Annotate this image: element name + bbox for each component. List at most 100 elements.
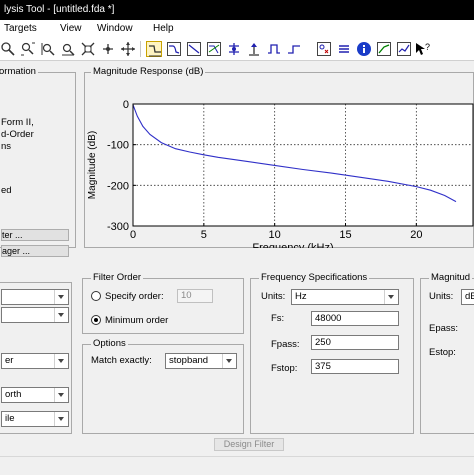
specify-order-input[interactable]: 10 xyxy=(177,289,213,303)
fpass-input[interactable]: 250 xyxy=(311,335,399,350)
fstop-value: 375 xyxy=(315,361,331,372)
filter-specs-icon[interactable] xyxy=(146,41,162,57)
svg-text:?: ? xyxy=(425,42,430,52)
magnitude-units-label: Units: xyxy=(429,291,454,302)
filter-order-panel: Filter Order Specify order: 10 Minimum o… xyxy=(82,272,244,334)
step-response-icon[interactable] xyxy=(286,41,302,57)
zoom-x-icon[interactable] xyxy=(60,41,76,57)
round-off-noise-icon[interactable] xyxy=(396,41,412,57)
response-type-dropdown[interactable] xyxy=(1,289,69,305)
y-tick-label: -200 xyxy=(107,180,129,192)
convert-structure-button[interactable]: ter ... xyxy=(1,229,69,241)
x-tick-label: 0 xyxy=(130,229,136,241)
filter-information-panel: ormation Form II, d-Order ns ed ter ... … xyxy=(0,66,76,257)
match-exactly-dropdown[interactable]: stopband xyxy=(165,353,237,369)
frequency-specifications-panel: Frequency Specifications Units: Hz Fs: 4… xyxy=(250,272,414,434)
design-method-dropdown[interactable] xyxy=(1,307,69,323)
full-view-icon[interactable] xyxy=(80,41,96,57)
magnitude-specifications-panel: Magnitud Units: dB Epass: Estop: xyxy=(420,272,474,434)
menu-view[interactable]: View xyxy=(60,23,82,34)
fs-input[interactable]: 48000 xyxy=(311,311,399,326)
zoom-y-icon[interactable] xyxy=(40,41,56,57)
structure-line-2: d-Order xyxy=(1,129,34,140)
window-dropdown[interactable]: ile xyxy=(1,411,69,427)
filter-info-icon[interactable] xyxy=(356,41,372,57)
epass-label: Epass: xyxy=(429,323,459,334)
menu-window[interactable]: Window xyxy=(97,23,133,34)
whats-this-icon[interactable]: ? xyxy=(414,41,430,57)
y-tick-label: -100 xyxy=(107,140,129,152)
group-delay-icon[interactable] xyxy=(226,41,242,57)
magnitude-specifications-title: Magnitud xyxy=(429,272,473,283)
options-panel: Options Match exactly: stopband xyxy=(82,338,244,434)
impulse-response-icon[interactable] xyxy=(266,41,282,57)
design-algorithm-value: orth xyxy=(5,389,22,400)
source-manager-label: ager ... xyxy=(2,246,31,256)
series-line-0 xyxy=(132,104,457,203)
phase-delay-icon[interactable] xyxy=(246,41,262,57)
specify-order-label: Specify order: xyxy=(105,291,164,302)
magnitude-response-title: Magnitude Response (dB) xyxy=(91,66,206,77)
design-filter-button[interactable]: Design Filter xyxy=(214,438,284,451)
chevron-down-icon xyxy=(54,290,68,304)
window-title: lysis Tool - [untitled.fda *] xyxy=(4,4,115,15)
pan-icon[interactable] xyxy=(120,41,136,57)
magnitude-phase-icon[interactable] xyxy=(206,41,222,57)
status-bar xyxy=(0,456,474,475)
menu-targets[interactable]: Targets xyxy=(4,23,37,34)
fpass-value: 250 xyxy=(315,337,331,348)
match-exactly-value: stopband xyxy=(169,355,209,366)
fs-value: 48000 xyxy=(315,313,342,324)
zoom-in-icon[interactable] xyxy=(0,41,16,57)
pole-zero-icon[interactable] xyxy=(316,41,332,57)
zoom-xy-icon[interactable] xyxy=(20,41,36,57)
toolbar-separator xyxy=(140,41,141,57)
magnitude-estimate-icon[interactable] xyxy=(376,41,392,57)
magnitude-units-value: dB xyxy=(465,291,474,302)
filter-type-dropdown[interactable]: er xyxy=(1,353,69,369)
plot-frame xyxy=(132,103,474,227)
chevron-down-icon xyxy=(54,308,68,322)
minimum-order-radio[interactable] xyxy=(91,315,101,325)
chevron-down-icon xyxy=(54,354,68,368)
fpass-label: Fpass: xyxy=(271,339,300,350)
title-bar: lysis Tool - [untitled.fda *] xyxy=(0,0,474,20)
source-manager-button[interactable]: ager ... xyxy=(1,245,69,257)
specify-order-value: 10 xyxy=(181,290,192,301)
y-axis-label: Magnitude (dB) xyxy=(87,131,98,199)
x-tick-label: 10 xyxy=(269,229,281,241)
y-tick-label: -300 xyxy=(107,221,129,233)
frequency-units-value: Hz xyxy=(295,291,307,302)
response-type-panel: er orth ile xyxy=(0,282,72,434)
chevron-down-icon xyxy=(54,388,68,402)
magnitude-response-icon[interactable] xyxy=(166,41,182,57)
fs-label: Fs: xyxy=(271,313,285,324)
fit-icon[interactable] xyxy=(100,41,116,57)
structure-line-1: Form II, xyxy=(1,117,34,128)
structure-line-3: ns xyxy=(1,141,12,152)
menu-help[interactable]: Help xyxy=(153,23,174,34)
frequency-units-dropdown[interactable]: Hz xyxy=(291,289,399,305)
x-axis-label: Frequency (kHz) xyxy=(252,242,333,248)
filter-coefficients-icon[interactable] xyxy=(336,41,352,57)
filter-type-value: er xyxy=(5,355,14,366)
x-tick-label: 5 xyxy=(201,229,207,241)
frequency-units-label: Units: xyxy=(261,291,286,302)
fstop-input[interactable]: 375 xyxy=(311,359,399,374)
match-exactly-label: Match exactly: xyxy=(91,355,152,366)
chevron-down-icon xyxy=(222,354,236,368)
frequency-specifications-title: Frequency Specifications xyxy=(259,272,370,283)
phase-response-icon[interactable] xyxy=(186,41,202,57)
x-tick-label: 15 xyxy=(339,229,351,241)
filter-order-title: Filter Order xyxy=(91,272,144,283)
stable-line: ed xyxy=(1,185,12,196)
plot-background xyxy=(133,104,473,226)
toolbar: ? xyxy=(0,38,474,61)
magnitude-response-chart[interactable]: 0 5 10 15 20 0 -100 -200 -300 Frequency (kHz) Magn… xyxy=(84,80,474,248)
design-algorithm-dropdown[interactable]: orth xyxy=(1,387,69,403)
x-tick-label: 20 xyxy=(410,229,422,241)
window-value: ile xyxy=(5,413,15,424)
magnitude-units-dropdown[interactable]: dB xyxy=(461,289,474,305)
y-tick-label: 0 xyxy=(123,99,129,111)
specify-order-radio[interactable] xyxy=(91,291,101,301)
